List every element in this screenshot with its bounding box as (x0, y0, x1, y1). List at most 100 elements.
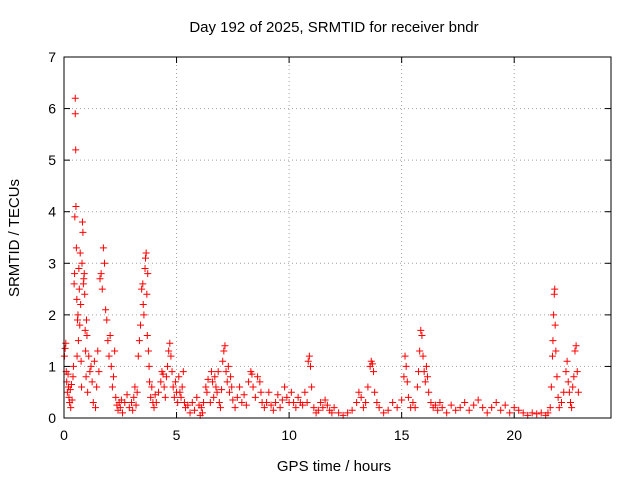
data-point (416, 347, 424, 355)
data-point (95, 368, 103, 376)
data-point (177, 393, 185, 401)
data-point (188, 399, 196, 407)
data-point (78, 218, 86, 226)
data-point (74, 311, 82, 319)
data-point (130, 393, 138, 401)
data-point (256, 378, 264, 386)
data-point (301, 388, 309, 396)
data-point (401, 352, 409, 360)
data-point (157, 378, 165, 386)
data-point (144, 270, 152, 278)
data-point (175, 373, 183, 381)
data-point (438, 404, 446, 412)
data-point (133, 388, 141, 396)
data-point (431, 401, 439, 409)
data-point (71, 213, 79, 221)
data-point (319, 404, 327, 412)
data-point (287, 388, 295, 396)
data-point (82, 347, 90, 355)
data-point (566, 399, 574, 407)
data-point (68, 396, 76, 404)
data-point (168, 368, 176, 376)
data-point (106, 331, 114, 339)
data-point (121, 399, 129, 407)
data-point (128, 399, 136, 407)
data-point (85, 352, 93, 360)
data-point (64, 370, 72, 378)
data-point (218, 386, 226, 394)
data-point (470, 401, 478, 409)
data-point (83, 316, 91, 324)
data-point (84, 388, 92, 396)
data-point (562, 368, 570, 376)
data-point (178, 383, 186, 391)
data-point (547, 383, 555, 391)
data-point (290, 399, 298, 407)
data-point (537, 409, 545, 417)
data-point (323, 401, 331, 409)
data-point (228, 383, 236, 391)
data-point (142, 249, 150, 257)
data-point (310, 404, 318, 412)
y-tick-label: 6 (48, 101, 56, 117)
data-point (94, 347, 102, 355)
data-point (330, 404, 338, 412)
data-point (141, 264, 149, 272)
data-point (104, 337, 112, 345)
data-point (479, 404, 487, 412)
data-point (80, 270, 88, 278)
data-point (143, 290, 151, 298)
data-point (292, 404, 300, 412)
data-point (169, 383, 177, 391)
data-point (112, 393, 120, 401)
data-points (60, 94, 582, 419)
data-point (76, 321, 84, 329)
data-point (564, 378, 572, 386)
data-point (355, 388, 363, 396)
data-point (400, 373, 408, 381)
data-point (389, 399, 397, 407)
data-point (461, 399, 469, 407)
data-point (404, 393, 412, 401)
data-point (79, 228, 87, 236)
data-point (73, 352, 81, 360)
data-point (568, 404, 576, 412)
chart-title: Day 192 of 2025, SRMTID for receiver bnd… (189, 19, 478, 36)
data-point (570, 373, 578, 381)
data-point (242, 401, 250, 409)
data-point (519, 409, 527, 417)
data-point (254, 373, 262, 381)
data-point (74, 337, 82, 345)
data-point (257, 388, 265, 396)
data-point (78, 259, 86, 267)
y-tick-label: 1 (48, 358, 56, 374)
data-point (72, 244, 80, 252)
data-point (146, 378, 154, 386)
data-point (375, 404, 383, 412)
y-tick-labels: 0 1 2 3 4 5 6 7 (48, 49, 56, 426)
data-point (143, 331, 151, 339)
data-point (231, 404, 239, 412)
data-point (73, 295, 81, 303)
data-point (229, 396, 237, 404)
data-point (373, 399, 381, 407)
data-point (304, 357, 312, 365)
data-point (148, 383, 156, 391)
data-point (131, 383, 139, 391)
data-point (362, 399, 370, 407)
data-point (96, 275, 104, 283)
data-point (544, 409, 552, 417)
data-point (368, 360, 376, 368)
data-point (308, 383, 316, 391)
data-point (62, 339, 70, 347)
data-point (71, 94, 79, 102)
data-point (140, 311, 148, 319)
data-point (75, 285, 83, 293)
data-point (197, 404, 205, 412)
y-tick-label: 4 (48, 204, 56, 220)
data-point (546, 404, 554, 412)
data-point (152, 399, 160, 407)
data-point (164, 362, 172, 370)
data-point (393, 404, 401, 412)
